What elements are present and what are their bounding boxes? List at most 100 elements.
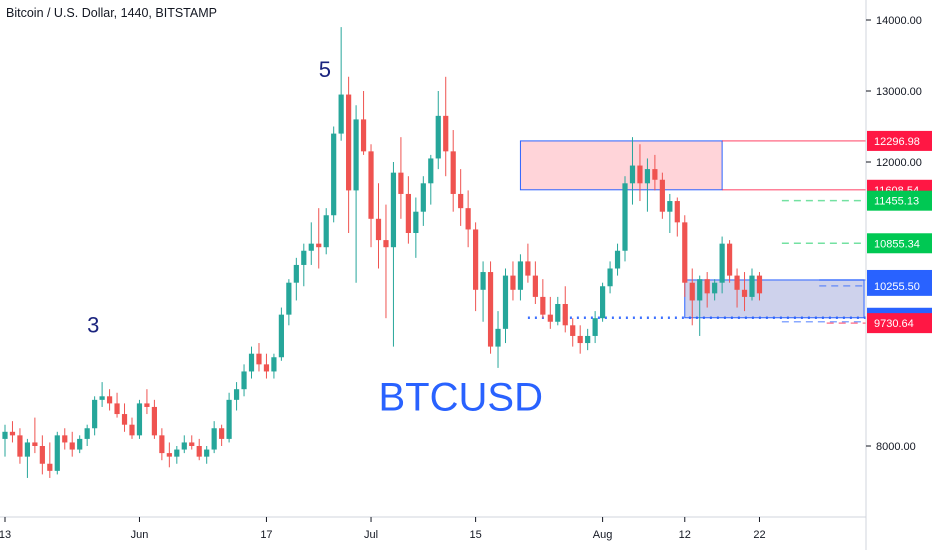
candle-body[interactable] (510, 275, 516, 290)
candle-body[interactable] (473, 229, 479, 290)
candle-body[interactable] (375, 218, 382, 241)
candle-body[interactable] (495, 328, 501, 347)
candle-body[interactable] (585, 335, 591, 344)
candle-body[interactable] (517, 261, 524, 290)
candle-body[interactable] (189, 442, 195, 446)
candle-body[interactable] (689, 282, 695, 301)
candle-body[interactable] (592, 318, 598, 336)
candle-body[interactable] (555, 304, 561, 322)
candle-body[interactable] (204, 449, 210, 457)
candle-body[interactable] (293, 264, 299, 283)
candle-body[interactable] (383, 240, 389, 248)
candle-body[interactable] (465, 208, 471, 230)
candle-body[interactable] (99, 396, 105, 400)
candle-body[interactable] (398, 172, 404, 194)
candle-body[interactable] (487, 272, 494, 347)
price-badge-3[interactable] (867, 233, 932, 254)
time-axis[interactable]: 13 Jun 17 Jul 15 Aug 12 22 (0, 517, 766, 541)
candle-body[interactable] (353, 119, 359, 191)
zone-box-0[interactable] (519, 140, 723, 191)
candle-body[interactable] (749, 275, 755, 297)
candle-body[interactable] (301, 250, 307, 265)
candle-body[interactable] (644, 169, 651, 184)
candle-body[interactable] (719, 243, 725, 283)
candle-body[interactable] (17, 435, 23, 457)
price-badge-0[interactable] (867, 130, 932, 151)
candle-body[interactable] (697, 279, 703, 301)
candle-body[interactable] (47, 463, 53, 471)
candle-body[interactable] (682, 222, 688, 283)
candle-body[interactable] (435, 115, 441, 159)
candle-body[interactable] (390, 172, 397, 248)
candle-body[interactable] (614, 250, 621, 269)
candle-body[interactable] (84, 428, 90, 439)
candle-body[interactable] (428, 158, 434, 184)
candle-body[interactable] (271, 357, 277, 372)
candle-body[interactable] (62, 435, 68, 443)
candle-body[interactable] (92, 399, 98, 429)
candle-body[interactable] (286, 282, 292, 315)
candle-body[interactable] (144, 403, 150, 407)
candle-body[interactable] (278, 314, 284, 358)
price-badge-8[interactable] (867, 313, 932, 334)
candle-body[interactable] (241, 371, 247, 390)
candle-body[interactable] (77, 438, 83, 450)
candle-body[interactable] (413, 211, 419, 233)
candle-body[interactable] (316, 243, 322, 248)
candle-body[interactable] (331, 133, 337, 216)
candle-body[interactable] (741, 289, 748, 297)
candle-body[interactable] (577, 335, 583, 344)
candle-body[interactable] (443, 115, 449, 152)
candle-body[interactable] (502, 275, 509, 329)
candle-body[interactable] (256, 353, 262, 365)
candle-body[interactable] (136, 403, 143, 436)
candle-body[interactable] (233, 389, 240, 400)
candle-body[interactable] (114, 403, 120, 415)
price-axis[interactable]: 14000.00 13000.00 12000.00 8000.00 (866, 15, 922, 453)
candle-body[interactable] (211, 428, 217, 450)
price-badge-5[interactable] (867, 275, 932, 296)
candle-body[interactable] (756, 275, 763, 294)
candle-body[interactable] (420, 183, 426, 212)
candle-body[interactable] (622, 183, 628, 251)
candle-body[interactable] (219, 428, 225, 439)
candle-body[interactable] (106, 396, 113, 404)
candle-body[interactable] (667, 201, 673, 212)
candle-body[interactable] (39, 446, 45, 464)
candle-body[interactable] (734, 275, 740, 290)
candle-body[interactable] (480, 272, 486, 290)
candle-body[interactable] (637, 165, 643, 184)
candle-body[interactable] (2, 431, 8, 439)
candle-body[interactable] (607, 268, 613, 287)
candle-body[interactable] (174, 449, 180, 457)
candle-body[interactable] (159, 435, 165, 454)
candle-body[interactable] (450, 151, 456, 194)
candle-body[interactable] (458, 193, 464, 209)
candle-body[interactable] (405, 193, 411, 233)
candle-body[interactable] (248, 353, 255, 372)
price-badge-2[interactable] (867, 190, 932, 211)
candle-body[interactable] (346, 94, 352, 191)
candle-body[interactable] (525, 261, 531, 276)
candle-body[interactable] (226, 399, 232, 439)
candle-body[interactable] (570, 325, 576, 336)
candle-body[interactable] (600, 286, 606, 319)
candle-body[interactable] (129, 424, 135, 436)
candle-body[interactable] (547, 314, 553, 322)
candle-body[interactable] (323, 215, 329, 248)
candle-body[interactable] (659, 179, 665, 212)
candle-body[interactable] (69, 442, 75, 450)
candle-body[interactable] (121, 414, 128, 425)
candle-body[interactable] (308, 243, 314, 251)
candle-body[interactable] (360, 119, 367, 152)
candle-body[interactable] (532, 275, 538, 297)
candle-body[interactable] (712, 282, 718, 294)
candle-body[interactable] (32, 442, 38, 446)
candle-body[interactable] (368, 151, 374, 219)
candle-body[interactable] (181, 442, 187, 450)
candle-body[interactable] (629, 165, 636, 184)
candle-body[interactable] (24, 442, 31, 457)
candle-body[interactable] (166, 453, 172, 457)
candle-body[interactable] (338, 94, 344, 134)
